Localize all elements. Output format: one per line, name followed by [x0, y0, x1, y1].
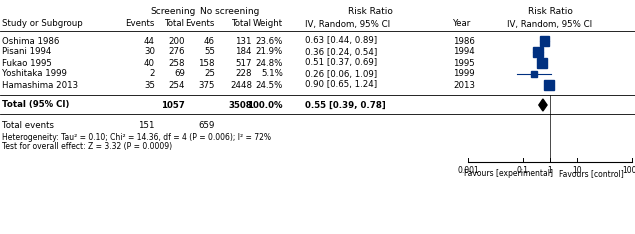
Text: 55: 55 [204, 48, 215, 56]
Text: 2013: 2013 [453, 80, 475, 89]
Text: 0.55 [0.39, 0.78]: 0.55 [0.39, 0.78] [305, 100, 385, 110]
Text: Year: Year [453, 19, 471, 29]
Text: 21.9%: 21.9% [256, 48, 283, 56]
Text: 24.8%: 24.8% [256, 58, 283, 67]
Text: 3508: 3508 [228, 100, 252, 110]
Text: 659: 659 [199, 121, 215, 129]
Text: Heterogeneity: Tau² = 0.10; Chi² = 14.36, df = 4 (P = 0.006); I² = 72%: Heterogeneity: Tau² = 0.10; Chi² = 14.36… [2, 132, 271, 142]
Text: 0.1: 0.1 [517, 166, 529, 175]
Text: Events: Events [126, 19, 155, 29]
Text: 46: 46 [204, 37, 215, 45]
Text: Fukao 1995: Fukao 1995 [2, 58, 52, 67]
Text: 258: 258 [168, 58, 185, 67]
Text: 131: 131 [236, 37, 252, 45]
Text: 0.63 [0.44, 0.89]: 0.63 [0.44, 0.89] [305, 37, 377, 45]
Text: 35: 35 [144, 80, 155, 89]
Text: 184: 184 [236, 48, 252, 56]
Text: Total (95% CI): Total (95% CI) [2, 100, 69, 110]
Bar [544, 80, 554, 90]
Text: 1057: 1057 [161, 100, 185, 110]
Text: 517: 517 [236, 58, 252, 67]
Text: 0.26 [0.06, 1.09]: 0.26 [0.06, 1.09] [305, 69, 377, 78]
Text: 0.90 [0.65, 1.24]: 0.90 [0.65, 1.24] [305, 80, 377, 89]
Text: Events: Events [185, 19, 215, 29]
Text: 0.36 [0.24, 0.54]: 0.36 [0.24, 0.54] [305, 48, 377, 56]
Text: No screening: No screening [200, 7, 260, 17]
Text: 2: 2 [149, 69, 155, 78]
Text: 1999: 1999 [453, 69, 474, 78]
Text: 40: 40 [144, 58, 155, 67]
Text: 5.1%: 5.1% [261, 69, 283, 78]
Text: Favours [control]: Favours [control] [559, 169, 624, 179]
Text: Total: Total [165, 19, 185, 29]
Text: 1: 1 [547, 166, 552, 175]
Text: 23.6%: 23.6% [256, 37, 283, 45]
Text: Weight: Weight [253, 19, 283, 29]
Text: Risk Ratio: Risk Ratio [347, 7, 392, 17]
Text: 0.001: 0.001 [457, 166, 479, 175]
Bar [540, 36, 549, 46]
Text: Study or Subgroup: Study or Subgroup [2, 19, 83, 29]
Text: 25: 25 [204, 69, 215, 78]
Text: Total: Total [232, 19, 252, 29]
Text: Total events: Total events [2, 121, 54, 129]
Text: 200: 200 [168, 37, 185, 45]
Text: Pisani 1994: Pisani 1994 [2, 48, 51, 56]
Text: Oshima 1986: Oshima 1986 [2, 37, 60, 45]
Text: 100.0%: 100.0% [248, 100, 283, 110]
Text: 254: 254 [168, 80, 185, 89]
Text: Test for overall effect: Z = 3.32 (P = 0.0009): Test for overall effect: Z = 3.32 (P = 0… [2, 143, 172, 151]
Text: Favours [experimental]: Favours [experimental] [464, 169, 554, 179]
Text: 0.51 [0.37, 0.69]: 0.51 [0.37, 0.69] [305, 58, 377, 67]
Text: 10: 10 [573, 166, 582, 175]
Text: IV, Random, 95% CI: IV, Random, 95% CI [507, 19, 592, 29]
Text: 44: 44 [144, 37, 155, 45]
Text: 1995: 1995 [453, 58, 475, 67]
Text: Yoshitaka 1999: Yoshitaka 1999 [2, 69, 67, 78]
Text: IV, Random, 95% CI: IV, Random, 95% CI [305, 19, 390, 29]
Text: 30: 30 [144, 48, 155, 56]
Text: 1000: 1000 [622, 166, 635, 175]
Text: 158: 158 [199, 58, 215, 67]
Text: 2448: 2448 [230, 80, 252, 89]
Text: 228: 228 [236, 69, 252, 78]
Text: 24.5%: 24.5% [256, 80, 283, 89]
Text: 375: 375 [199, 80, 215, 89]
Bar [537, 58, 547, 68]
Text: 1994: 1994 [453, 48, 475, 56]
Text: Risk Ratio: Risk Ratio [528, 7, 572, 17]
Polygon shape [539, 99, 547, 111]
Text: 69: 69 [174, 69, 185, 78]
Text: 151: 151 [138, 121, 155, 129]
Text: Hamashima 2013: Hamashima 2013 [2, 80, 78, 89]
Bar [531, 71, 537, 77]
Text: 1986: 1986 [453, 37, 475, 45]
Bar [533, 47, 542, 57]
Text: 276: 276 [168, 48, 185, 56]
Text: Screening: Screening [150, 7, 196, 17]
